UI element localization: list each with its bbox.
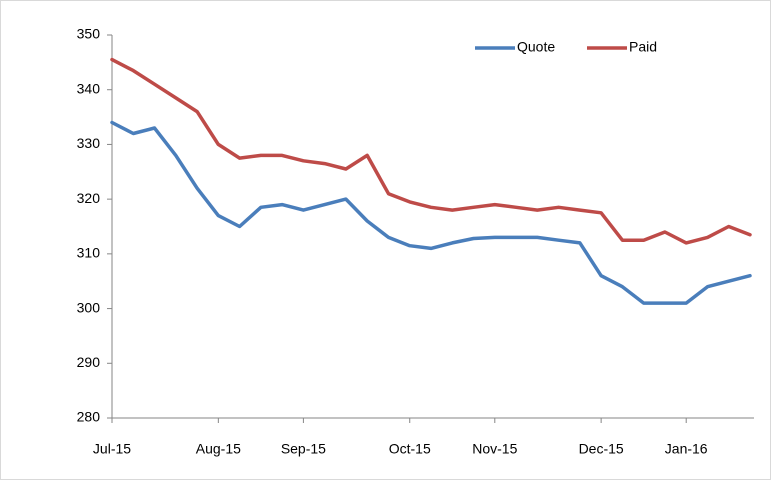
y-tick-label: 310 bbox=[77, 245, 101, 261]
y-tick-label: 330 bbox=[77, 135, 101, 151]
legend-label: Quote bbox=[517, 39, 555, 55]
y-tick-label: 350 bbox=[77, 26, 101, 42]
y-tick-label: 290 bbox=[77, 354, 101, 370]
x-tick-label: Sep-15 bbox=[281, 441, 326, 457]
y-tick-label: 320 bbox=[77, 190, 101, 206]
x-tick-label: Dec-15 bbox=[579, 441, 624, 457]
line-series bbox=[110, 57, 752, 245]
x-tick-label: Aug-15 bbox=[196, 441, 241, 457]
y-tick-label: 280 bbox=[77, 409, 101, 425]
x-tick-label: Jul-15 bbox=[93, 441, 131, 457]
line-series bbox=[110, 120, 752, 305]
x-tick-label: Oct-15 bbox=[389, 441, 431, 457]
y-tick-label: 300 bbox=[77, 299, 101, 315]
y-tick-label: 340 bbox=[77, 80, 101, 96]
legend-label: Paid bbox=[629, 39, 657, 55]
x-tick-label: Jan-16 bbox=[665, 441, 708, 457]
x-tick-label: Nov-15 bbox=[472, 441, 517, 457]
